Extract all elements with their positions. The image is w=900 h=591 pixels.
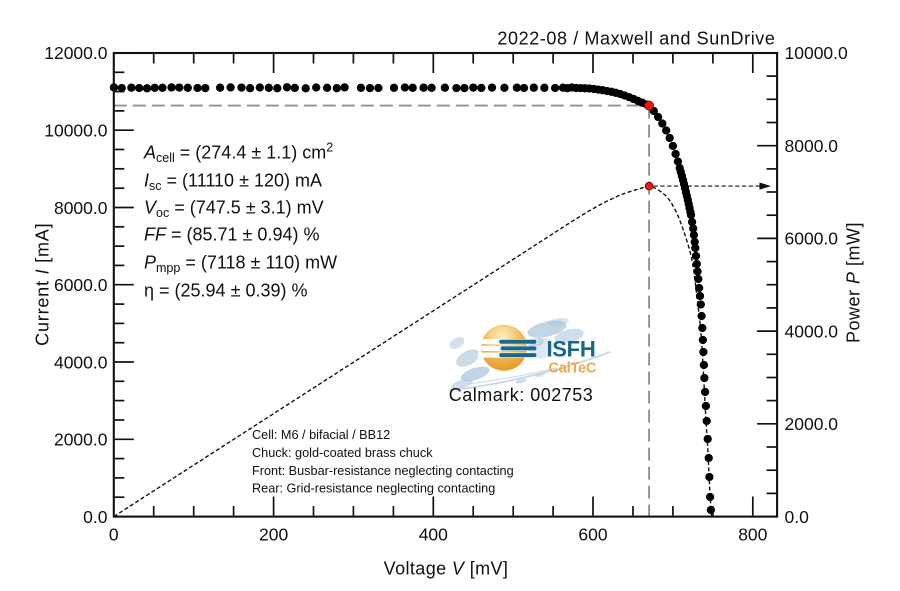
svg-text:Rear: Grid-resistance neglecti: Rear: Grid-resistance neglecting contact…: [252, 482, 495, 496]
svg-text:Front: Busbar-resistance negle: Front: Busbar-resistance neglecting cont…: [252, 464, 514, 478]
svg-text:600: 600: [578, 525, 607, 545]
svg-text:ISFH: ISFH: [547, 337, 596, 362]
svg-text:Power P [mW]: Power P [mW]: [844, 222, 864, 343]
svg-text:Voc = (747.5 ± 3.1) mV: Voc = (747.5 ± 3.1) mV: [144, 197, 324, 220]
svg-text:Calmark: 002753: Calmark: 002753: [449, 385, 594, 405]
svg-text:Cell: M6 / bifacial / BB12: Cell: M6 / bifacial / BB12: [252, 428, 390, 442]
svg-text:8000.0: 8000.0: [785, 136, 839, 156]
svg-text:CalTeC: CalTeC: [549, 361, 597, 377]
svg-text:6000.0: 6000.0: [785, 229, 839, 249]
svg-text:800: 800: [738, 525, 767, 545]
svg-text:0.0: 0.0: [83, 507, 108, 527]
svg-text:Isc = (11110 ± 120) mA: Isc = (11110 ± 120) mA: [144, 170, 322, 193]
svg-text:Chuck: gold-coated brass chuck: Chuck: gold-coated brass chuck: [252, 446, 433, 460]
svg-text:6000.0: 6000.0: [54, 275, 108, 295]
svg-text:Acell = (274.4 ± 1.1) cm2: Acell = (274.4 ± 1.1) cm2: [143, 141, 333, 166]
svg-text:Current I [mA]: Current I [mA]: [33, 223, 53, 346]
svg-text:200: 200: [259, 525, 288, 545]
svg-text:400: 400: [419, 525, 448, 545]
svg-text:2022-08 / Maxwell and SunDrive: 2022-08 / Maxwell and SunDrive: [497, 29, 775, 49]
svg-text:4000.0: 4000.0: [54, 352, 108, 372]
svg-text:8000.0: 8000.0: [54, 198, 108, 218]
svg-text:2000.0: 2000.0: [54, 430, 108, 450]
svg-text:4000.0: 4000.0: [785, 321, 839, 341]
svg-text:η = (25.94 ± 0.39) %: η = (25.94 ± 0.39) %: [144, 281, 307, 301]
svg-text:0.0: 0.0: [785, 507, 810, 527]
svg-text:10000.0: 10000.0: [785, 43, 849, 63]
svg-text:Voltage V [mV]: Voltage V [mV]: [384, 559, 509, 579]
svg-text:0: 0: [109, 525, 119, 545]
svg-text:Pmpp = (7118 ± 110) mW: Pmpp = (7118 ± 110) mW: [144, 252, 337, 275]
svg-text:2000.0: 2000.0: [785, 414, 839, 434]
svg-text:10000.0: 10000.0: [44, 121, 108, 141]
svg-text:FF = (85.71 ± 0.94) %: FF = (85.71 ± 0.94) %: [144, 224, 319, 244]
svg-text:12000.0: 12000.0: [44, 43, 108, 63]
